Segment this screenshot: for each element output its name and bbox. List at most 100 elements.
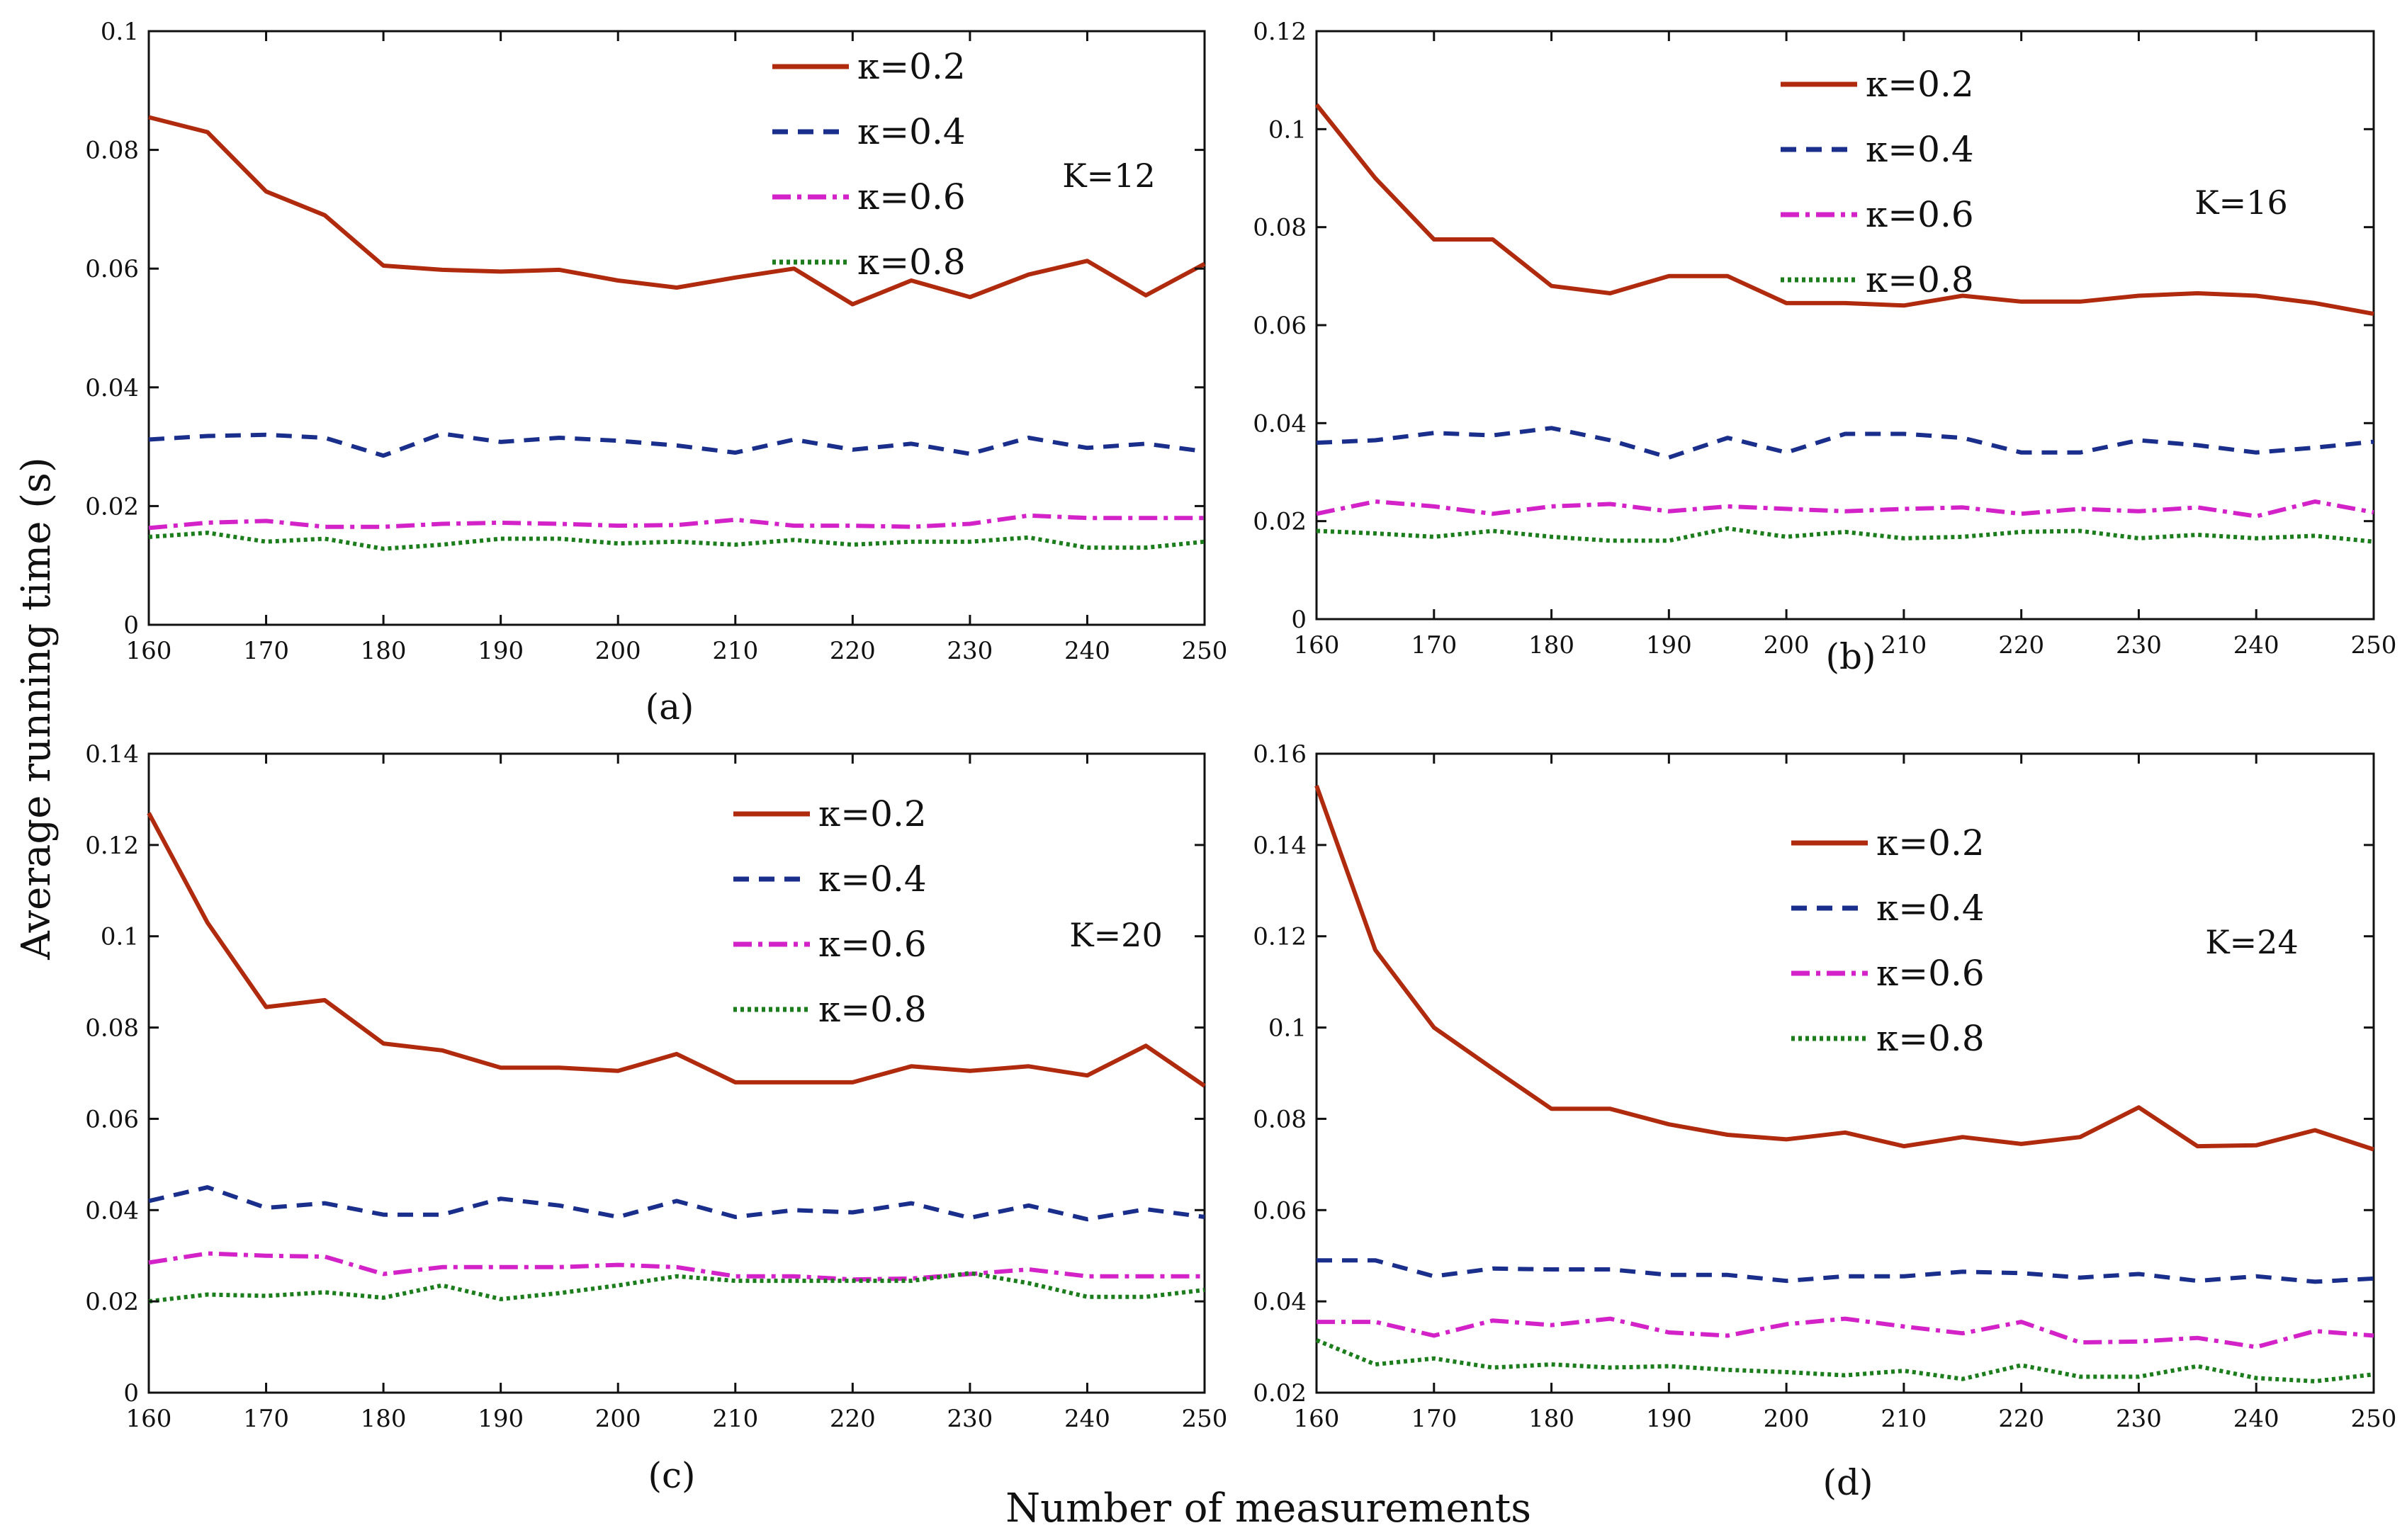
series-line-kappa-0.6 <box>148 1251 1205 1282</box>
x-tick-label: 220 <box>830 1405 876 1433</box>
y-tick-label: 0.12 <box>85 832 139 860</box>
x-tick-label: 200 <box>1764 1405 1810 1433</box>
legend-label-kappa-0.6: κ=0.6 <box>857 176 966 217</box>
y-tick-label: 0 <box>1291 606 1307 634</box>
x-tick-label: 250 <box>2351 1405 2397 1433</box>
panel-label: (c) <box>648 1455 695 1496</box>
x-tick-label: 190 <box>478 637 524 665</box>
y-tick-label: 0.08 <box>1253 214 1307 242</box>
x-tick-label: 190 <box>1646 631 1692 659</box>
legend: κ=0.2 κ=0.4 κ=0.6 κ=0.8 <box>1781 64 1974 300</box>
x-tick-label: 250 <box>2351 631 2397 659</box>
axes-box <box>147 30 1206 626</box>
y-tick-label: 0.14 <box>85 740 139 769</box>
x-tick-label: 170 <box>243 637 289 665</box>
k-annotation: K=16 <box>2194 183 2287 222</box>
series-line-kappa-0.8 <box>148 531 1205 551</box>
x-tick-label: 220 <box>1998 1405 2044 1433</box>
y-tick-label: 0.04 <box>1253 409 1307 438</box>
x-tick-label: 180 <box>361 637 407 665</box>
x-tick-label: 250 <box>1182 1405 1228 1433</box>
series-line-kappa-0.2 <box>147 812 1206 1088</box>
chart-panel-b: 160 170 180 190 200 210 220 230 240 250 0 0.02 0.04 0… <box>1253 18 2396 677</box>
x-tick-label: 230 <box>2116 631 2162 659</box>
x-tick-label: 240 <box>1064 1405 1110 1433</box>
legend-label-kappa-0.8: κ=0.8 <box>857 242 966 283</box>
k-annotation: K=12 <box>1062 157 1155 195</box>
y-tick-label: 0.02 <box>85 492 139 521</box>
series-line-kappa-0.4 <box>148 1185 1205 1222</box>
x-tick-label: 170 <box>243 1405 289 1433</box>
y-tick-label: 0.08 <box>85 1014 139 1043</box>
x-tick-label: 160 <box>1294 631 1340 659</box>
y-tick-label: 0.1 <box>101 923 139 951</box>
series-line-kappa-0.4 <box>1317 1258 2374 1284</box>
x-tick-label: 250 <box>1182 637 1228 665</box>
legend-label-kappa-0.6: κ=0.6 <box>1866 194 1974 235</box>
plot-area: 160 170 180 190 200 210 220 230 240 250 0.02 0.04 0.… <box>1253 740 2396 1433</box>
series-line-kappa-0.2 <box>1314 103 2374 317</box>
y-tick-label: 0.12 <box>1253 923 1307 951</box>
x-tick-label: 240 <box>2233 631 2279 659</box>
y-tick-label: 0.02 <box>85 1288 139 1316</box>
x-tick-label: 240 <box>1064 637 1110 665</box>
chart-panel-c: 160 170 180 190 200 210 220 230 240 250 0 0.02 0.04 0… <box>85 740 1227 1496</box>
series-line-kappa-0.6 <box>1317 1316 2374 1349</box>
y-tick-label: 0.06 <box>85 255 139 283</box>
legend-label-kappa-0.2: κ=0.2 <box>1866 64 1974 105</box>
y-tick-label: 0.06 <box>1253 312 1307 340</box>
legend-label-kappa-0.4: κ=0.4 <box>1876 888 1985 929</box>
axes-box <box>1315 752 2375 1394</box>
x-tick-label: 160 <box>126 637 172 665</box>
x-tick-label: 180 <box>361 1405 407 1433</box>
x-tick-label: 230 <box>2116 1405 2162 1433</box>
y-tick-label: 0.04 <box>85 374 139 402</box>
y-tick-label: 0.1 <box>1268 1014 1307 1043</box>
y-tick-label: 0.06 <box>85 1105 139 1133</box>
y-tick-label: 0.1 <box>1268 115 1307 144</box>
y-tick-label: 0.04 <box>1253 1288 1307 1316</box>
x-tick-label: 190 <box>1646 1405 1692 1433</box>
panel-label: (a) <box>646 686 694 727</box>
chart-panel-d: 160 170 180 190 200 210 220 230 240 250 0.02 0.04 0.… <box>1253 740 2396 1503</box>
k-annotation: K=20 <box>1069 916 1162 954</box>
plot-area: 160 170 180 190 200 210 220 230 240 250 0 0.02 0.04 0… <box>85 740 1227 1433</box>
legend: κ=0.2 κ=0.4 κ=0.6 κ=0.8 <box>733 793 927 1030</box>
series-layer <box>147 812 1206 1304</box>
panel-label: (d) <box>1822 1462 1873 1503</box>
ticks-layer: 160 170 180 190 200 210 220 230 240 250 0 0.02 0.04 0… <box>85 740 1227 1433</box>
series-layer <box>148 115 1206 551</box>
x-tick-label: 200 <box>1764 631 1810 659</box>
x-tick-label: 220 <box>1998 631 2044 659</box>
legend: κ=0.2 κ=0.4 κ=0.6 κ=0.8 <box>772 46 966 283</box>
y-tick-label: 0.06 <box>1253 1196 1307 1225</box>
series-line-kappa-0.4 <box>1316 426 2374 460</box>
legend-label-kappa-0.8: κ=0.8 <box>818 989 927 1030</box>
x-tick-label: 210 <box>712 637 758 665</box>
series-layer <box>1314 103 2374 544</box>
y-tick-label: 0 <box>123 1379 139 1408</box>
legend-label-kappa-0.4: κ=0.4 <box>857 111 966 152</box>
x-tick-label: 160 <box>126 1405 172 1433</box>
series-line-kappa-0.6 <box>148 513 1205 531</box>
legend-label-kappa-0.4: κ=0.4 <box>818 859 927 900</box>
x-tick-label: 210 <box>712 1405 758 1433</box>
x-tick-label: 240 <box>2233 1405 2279 1433</box>
x-tick-label: 210 <box>1881 631 1927 659</box>
y-axis-title: Average running time (s) <box>13 457 60 960</box>
chart-panel-a: 160 170 180 190 200 210 220 230 240 250 0 0.02 0.04 0… <box>85 18 1227 727</box>
series-line-kappa-0.2 <box>1314 785 2374 1152</box>
y-tick-label: 0.14 <box>1253 832 1307 860</box>
x-tick-label: 180 <box>1528 1405 1574 1433</box>
y-tick-label: 0.1 <box>101 18 139 46</box>
y-tick-label: 0 <box>123 611 139 640</box>
y-tick-label: 0.16 <box>1253 740 1307 769</box>
legend-label-kappa-0.2: κ=0.2 <box>818 793 927 834</box>
x-tick-label: 220 <box>830 637 876 665</box>
x-tick-label: 180 <box>1528 631 1574 659</box>
x-tick-label: 230 <box>947 637 993 665</box>
k-annotation: K=24 <box>2205 923 2298 961</box>
y-tick-label: 0.12 <box>1253 18 1307 46</box>
x-tick-label: 210 <box>1881 1405 1927 1433</box>
